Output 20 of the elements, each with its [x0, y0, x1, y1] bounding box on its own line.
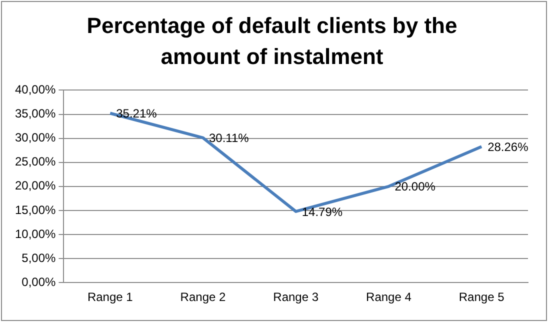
- data-label: 20.00%: [394, 180, 436, 194]
- y-tick-label: 40,00%: [14, 82, 56, 97]
- y-tick-label: 5,00%: [22, 250, 56, 265]
- y-tick-label: 35,00%: [14, 106, 56, 121]
- y-tick-label: 30,00%: [14, 130, 56, 145]
- y-tick-label: 25,00%: [14, 154, 56, 169]
- data-label: 28.26%: [488, 140, 529, 154]
- y-tick-label: 20,00%: [14, 178, 56, 193]
- data-label: 14.79%: [302, 204, 343, 219]
- x-tick-label: Range 1: [87, 290, 134, 304]
- x-tick-label: Range 4: [366, 290, 412, 304]
- chart-title: Percentage of default clients by the amount of instalment: [86, 12, 458, 71]
- x-tick-label: Range 5: [458, 290, 505, 304]
- data-label: 35.21%: [116, 106, 158, 121]
- x-tick-label: Range 3: [273, 290, 319, 304]
- x-tick-label: Range 2: [180, 290, 226, 304]
- y-tick-label: 10,00%: [14, 226, 56, 241]
- y-tick-label: 0,00%: [22, 274, 56, 289]
- y-tick-label: 15,00%: [14, 202, 56, 217]
- data-label: 30.11%: [208, 131, 250, 146]
